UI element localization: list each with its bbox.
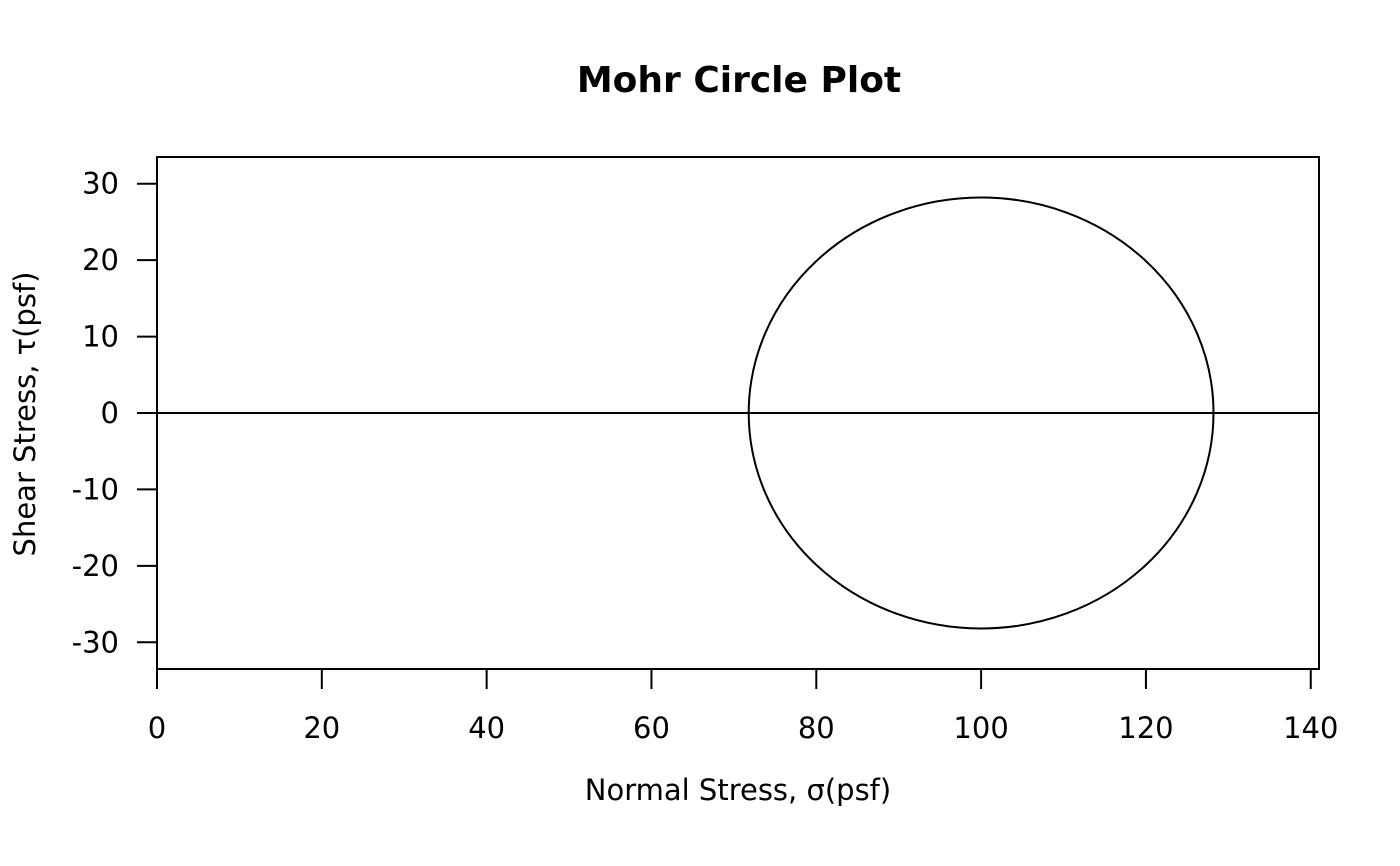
y-ticks: -30 -20 -10 0 10 20 30 — [72, 167, 157, 659]
x-ticks: 0 20 40 60 80 100 120 140 — [148, 669, 1338, 745]
x-tick-label: 40 — [468, 711, 505, 745]
y-tick-label: 0 — [101, 396, 119, 430]
x-axis-label: Normal Stress, σ(psf) — [585, 773, 891, 807]
y-axis-label: Shear Stress, τ(psf) — [8, 272, 42, 557]
y-tick-label: -20 — [72, 549, 119, 583]
y-tick-label: 30 — [82, 167, 119, 201]
y-tick-label: -30 — [72, 625, 119, 659]
x-tick-label: 120 — [1118, 711, 1173, 745]
x-tick-label: 0 — [148, 711, 166, 745]
x-tick-label: 80 — [798, 711, 835, 745]
y-tick-label: 20 — [82, 243, 119, 277]
x-tick-label: 60 — [633, 711, 670, 745]
x-axis: 0 20 40 60 80 100 120 140 — [148, 668, 1338, 745]
mohr-circle — [747, 196, 1215, 630]
chart-title: Mohr Circle Plot — [577, 60, 901, 101]
y-axis: -30 -20 -10 0 10 20 30 — [72, 167, 158, 659]
x-tick-label: 20 — [303, 711, 340, 745]
x-tick-label: 100 — [953, 711, 1008, 745]
y-tick-label: 10 — [82, 320, 119, 354]
x-tick-label: 140 — [1283, 711, 1338, 745]
y-tick-label: -10 — [72, 472, 119, 506]
